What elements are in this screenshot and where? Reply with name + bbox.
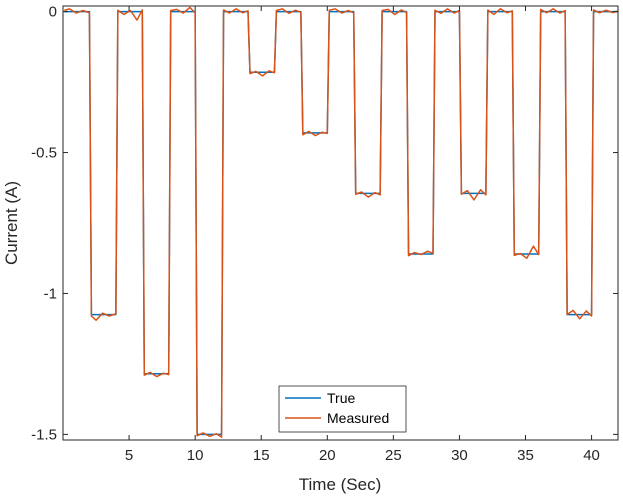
y-tick-label: -0.5 — [31, 145, 57, 162]
x-tick-label: 25 — [385, 447, 402, 464]
x-tick-label: 35 — [517, 447, 534, 464]
legend-box — [278, 385, 407, 433]
x-tick-label: 10 — [187, 447, 204, 464]
legend-label-measured: Measured — [327, 410, 389, 426]
x-tick-label: 5 — [125, 447, 133, 464]
plot-frame — [62, 5, 619, 441]
plot-background — [63, 6, 618, 440]
x-tick-label: 40 — [583, 447, 600, 464]
y-tick-label: -1 — [44, 285, 57, 302]
series-layer — [64, 6, 619, 438]
x-axis-label: Time (Sec) — [299, 475, 382, 494]
x-tick-label: 20 — [319, 447, 336, 464]
series-line-measured — [64, 6, 619, 438]
y-tick-label: -1.5 — [31, 426, 57, 443]
x-tick-label: 15 — [253, 447, 270, 464]
legend: True Measured — [278, 385, 407, 433]
legend-label-true: True — [327, 390, 355, 406]
ticks-layer — [63, 6, 618, 440]
tick-labels-layer: 5 10 15 20 25 30 35 40 0 -0.5 -1 -1.5 — [31, 4, 600, 464]
y-tick-label: 0 — [49, 4, 57, 21]
y-axis-label: Current (A) — [2, 181, 21, 265]
x-tick-label: 30 — [451, 447, 468, 464]
